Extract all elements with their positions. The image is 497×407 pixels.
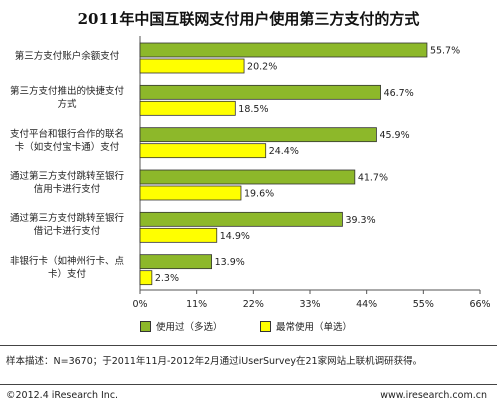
x-tick-label: 66% bbox=[469, 299, 490, 310]
legend-label-used: 使用过（多选） bbox=[156, 322, 223, 333]
category-label: 非银行卡（如神州行卡、点 卡）支付 bbox=[9, 255, 124, 280]
data-label: 41.7% bbox=[358, 173, 388, 184]
bar-used bbox=[139, 254, 213, 270]
category-label: 支付平台和银行合作的联名 卡（如支付宝卡通）支付 bbox=[9, 128, 124, 153]
data-label: 24.4% bbox=[269, 146, 299, 157]
x-tick-label: 0% bbox=[132, 299, 147, 310]
sample-note: 样本描述：N=3670；于2011年11月-2012年2月通过iUserSurv… bbox=[6, 356, 423, 367]
bar-most-used bbox=[139, 185, 242, 201]
footer-divider bbox=[0, 384, 497, 385]
chart-title: 2011年中国互联网支付用户使用第三方支付的方式 bbox=[77, 10, 420, 28]
bar-used bbox=[139, 42, 428, 58]
data-label: 19.6% bbox=[244, 189, 274, 200]
x-tick-label: 44% bbox=[356, 299, 377, 310]
x-tick-label: 22% bbox=[243, 299, 264, 310]
x-tick-label: 55% bbox=[413, 299, 434, 310]
category-label: 通过第三方支付跳转至银行 信用卡进行支付 bbox=[9, 171, 124, 195]
category-label: 通过第三方支付跳转至银行 借记卡进行支付 bbox=[9, 213, 124, 238]
x-tick-label: 33% bbox=[299, 299, 320, 310]
legend-swatch-most-used bbox=[260, 320, 271, 332]
legend-item-used: 使用过（多选） bbox=[140, 319, 223, 333]
x-tick-label: 11% bbox=[186, 299, 207, 310]
bar-most-used bbox=[139, 227, 218, 243]
note-divider bbox=[0, 345, 497, 346]
bar-most-used bbox=[139, 143, 267, 159]
bar-most-used bbox=[139, 100, 236, 116]
category-label: 第三方支付推出的快捷支付 方式 bbox=[9, 86, 124, 111]
data-label: 55.7% bbox=[430, 46, 460, 57]
bar-most-used bbox=[139, 58, 245, 74]
data-label: 18.5% bbox=[238, 104, 268, 115]
legend-item-most-used: 最常使用（单选） bbox=[260, 319, 352, 333]
bar-used bbox=[139, 211, 343, 227]
footer-copyright: ©2012.4 iResearch Inc. bbox=[6, 390, 119, 401]
data-label: 14.9% bbox=[220, 231, 250, 242]
bar-used bbox=[139, 169, 356, 185]
category-label: 第三方支付账户余额支付 bbox=[14, 50, 120, 62]
footer-website: www.iresearch.com.cn bbox=[380, 390, 487, 401]
data-label: 45.9% bbox=[379, 130, 409, 141]
data-label: 13.9% bbox=[215, 257, 245, 268]
data-label: 46.7% bbox=[384, 88, 414, 99]
legend-swatch-used bbox=[140, 320, 151, 332]
bar-used bbox=[139, 127, 377, 143]
legend-label-most-used: 最常使用（单选） bbox=[276, 322, 353, 333]
data-label: 20.2% bbox=[247, 62, 277, 73]
data-label: 39.3% bbox=[345, 215, 375, 226]
bar-most-used bbox=[139, 270, 153, 286]
data-label: 2.3% bbox=[155, 273, 179, 284]
bar-used bbox=[139, 84, 381, 100]
